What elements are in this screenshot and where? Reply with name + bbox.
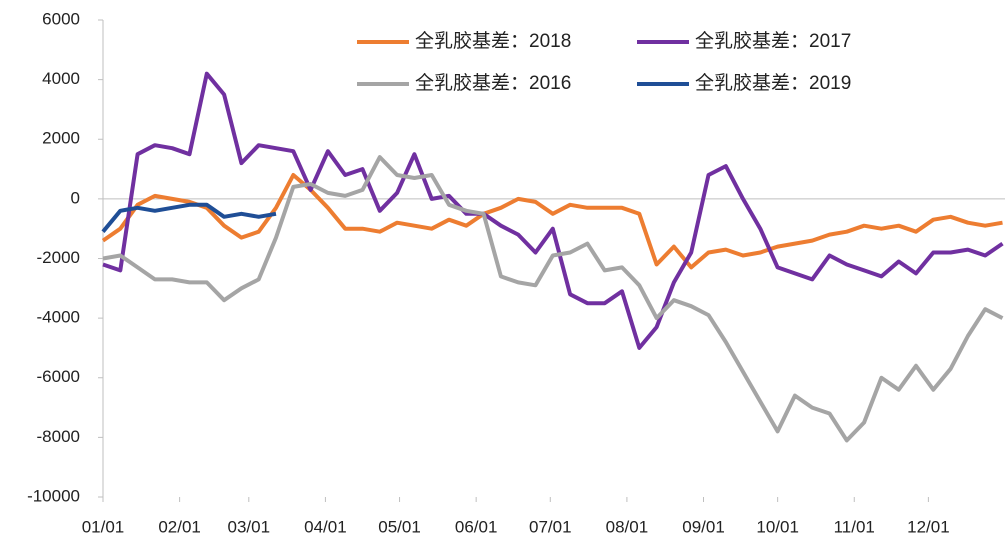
x-tick-label: 09/01 xyxy=(682,517,725,536)
x-tick-label: 01/01 xyxy=(82,517,125,536)
y-tick-label: -10000 xyxy=(27,486,80,505)
y-tick-label: 4000 xyxy=(42,69,80,88)
x-tick-label: 04/01 xyxy=(304,517,347,536)
legend-label: 全乳胶基差：2016 xyxy=(415,72,571,94)
legend-label: 全乳胶基差：2018 xyxy=(415,30,571,52)
x-tick-label: 12/01 xyxy=(907,517,950,536)
y-tick-label: 6000 xyxy=(42,9,80,28)
y-tick-label: -2000 xyxy=(37,248,80,267)
y-tick-label: -4000 xyxy=(37,308,80,327)
x-tick-label: 06/01 xyxy=(455,517,498,536)
y-tick-label: -6000 xyxy=(37,367,80,386)
x-tick-label: 05/01 xyxy=(378,517,421,536)
x-tick-label: 02/01 xyxy=(158,517,201,536)
series-line xyxy=(102,71,1004,350)
y-tick-label: 0 xyxy=(71,188,80,207)
series-line xyxy=(101,202,277,233)
x-tick-label: 03/01 xyxy=(228,517,271,536)
x-tick-label: 08/01 xyxy=(606,517,649,536)
y-tick-label: -8000 xyxy=(37,427,80,446)
legend-label: 全乳胶基差：2019 xyxy=(695,72,851,94)
y-tick-label: 2000 xyxy=(42,129,80,148)
legend: 全乳胶基差：2018 全乳胶基差：2017 全乳胶基差：2016 全乳胶基差：2019 xyxy=(357,30,851,94)
series-line xyxy=(102,155,1004,443)
legend-label: 全乳胶基差：2017 xyxy=(695,30,851,52)
x-tick-label: 11/01 xyxy=(834,517,875,536)
x-tick-label: 07/01 xyxy=(529,517,572,536)
series-line xyxy=(101,173,1003,270)
x-tick-label: 10/01 xyxy=(756,517,799,536)
